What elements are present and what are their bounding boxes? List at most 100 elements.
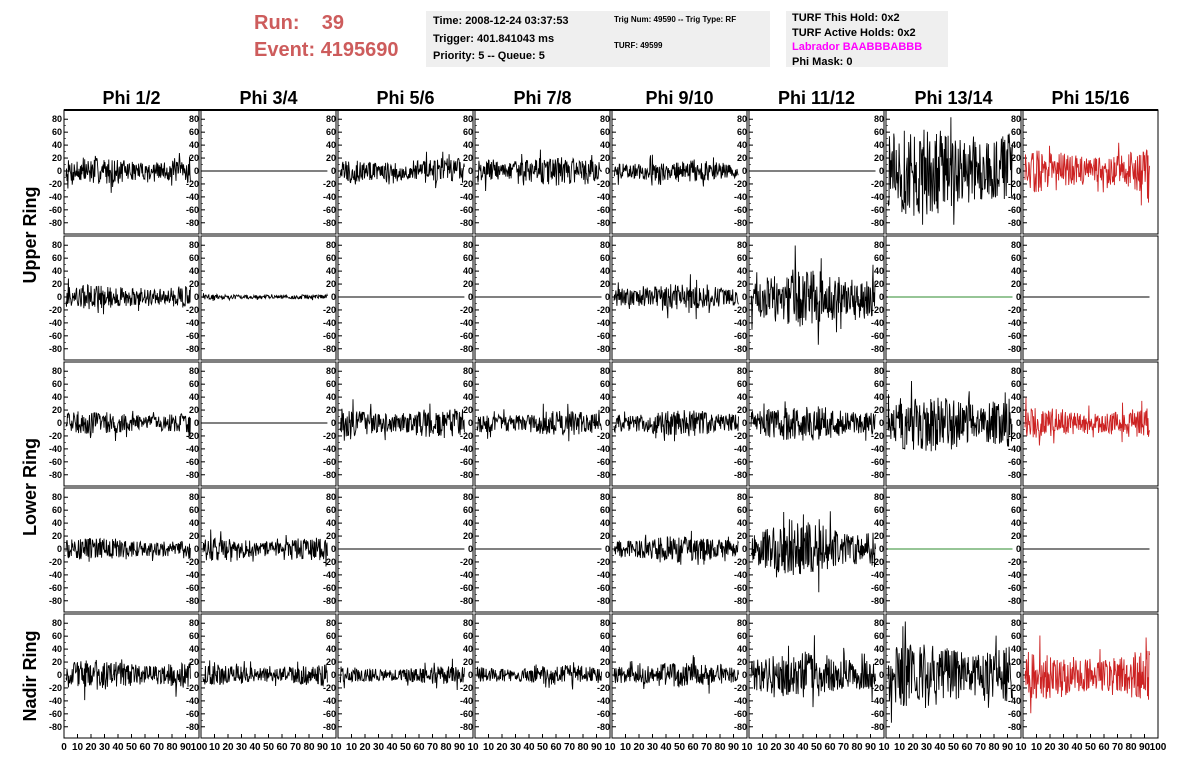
y-tick-label: -20 [597,431,610,441]
y-tick-label: 60 [463,505,473,515]
y-tick-label: -60 [186,205,199,215]
y-tick-label: -20 [1008,557,1021,567]
y-tick-label: -60 [186,709,199,719]
y-tick-label: -80 [460,596,473,606]
waveform-panel-frame [474,487,611,613]
x-tick-label: 60 [687,742,699,753]
y-tick-label: 40 [600,140,610,150]
waveform-panel-frame [337,235,474,361]
waveform-panel-frame [337,361,474,487]
y-tick-label: -60 [734,331,747,341]
x-tick-label: 50 [537,742,549,753]
y-tick-label: -20 [186,431,199,441]
y-tick-label: 20 [600,279,610,289]
y-tick-label: 20 [52,279,62,289]
x-tick-label: 10 [1015,742,1027,753]
time-text: Time: 2008-12-24 03:37:53 [433,15,569,27]
y-tick-label: 0 [742,292,747,302]
y-tick-label: 60 [874,253,884,263]
y-tick-label: -80 [323,722,336,732]
x-tick-label: 80 [166,742,178,753]
phi-column-title: Phi 3/4 [239,88,297,108]
y-tick-label: -80 [460,470,473,480]
y-tick-label: 80 [600,366,610,376]
y-tick-label: 0 [879,166,884,176]
y-tick-label: 80 [600,114,610,124]
y-tick-label: -40 [49,318,62,328]
x-tick-label: 10 [757,742,769,753]
waveform-trace [65,410,191,442]
x-tick-label: 20 [907,742,919,753]
y-tick-label: 80 [737,114,747,124]
trig-num-text: Trig Num: 49590 -- Trig Type: RF [614,15,737,24]
y-tick-label: 60 [189,505,199,515]
y-tick-label: 60 [1011,127,1021,137]
x-tick-label: 70 [838,742,850,753]
y-tick-label: -40 [734,696,747,706]
y-tick-label: 40 [52,392,62,402]
y-tick-label: -20 [49,305,62,315]
y-tick-label: -80 [1008,470,1021,480]
y-tick-label: 20 [189,279,199,289]
y-tick-label: -40 [734,570,747,580]
y-tick-label: 40 [326,266,336,276]
y-tick-label: 60 [600,253,610,263]
x-tick-label: 70 [1112,742,1124,753]
waveform-trace [613,274,739,320]
y-tick-label: -40 [186,192,199,202]
y-tick-label: 0 [742,418,747,428]
x-tick-label: 60 [824,742,836,753]
x-tick-label: 40 [934,742,946,753]
y-tick-label: 80 [737,492,747,502]
y-tick-label: -40 [871,444,884,454]
y-tick-label: -40 [734,444,747,454]
y-tick-label: 80 [326,114,336,124]
x-tick-label: 30 [373,742,385,753]
y-tick-label: 40 [189,644,199,654]
x-tick-label: 80 [714,742,726,753]
y-tick-label: 60 [463,631,473,641]
waveform-panel-frame [1022,361,1159,487]
y-tick-label: 0 [331,544,336,554]
y-tick-label: -40 [323,696,336,706]
y-tick-label: 60 [737,505,747,515]
x-tick-label: 40 [797,742,809,753]
y-tick-label: 40 [737,518,747,528]
y-tick-label: -60 [734,457,747,467]
y-tick-label: 20 [189,405,199,415]
waveform-trace [750,635,876,708]
waveform-trace [202,293,328,302]
waveform-panel-frame [200,235,337,361]
y-tick-label: 40 [189,392,199,402]
phi-column-title: Phi 5/6 [376,88,434,108]
y-tick-label: 20 [874,279,884,289]
y-tick-label: -40 [1008,696,1021,706]
y-tick-label: 60 [737,379,747,389]
y-tick-label: 20 [52,153,62,163]
y-tick-label: -40 [323,570,336,580]
y-tick-label: 40 [463,644,473,654]
y-tick-label: -40 [49,570,62,580]
x-tick-label: 90 [454,742,466,753]
waveform-panel-frame [1022,235,1159,361]
y-tick-label: 0 [1016,292,1021,302]
x-tick-label: 60 [276,742,288,753]
y-tick-label: 60 [600,505,610,515]
y-tick-label: -80 [1008,722,1021,732]
y-tick-label: -60 [597,331,610,341]
y-tick-label: -20 [186,683,199,693]
x-tick-label: 50 [948,742,960,753]
y-tick-label: 0 [742,166,747,176]
x-tick-label: 10 [741,742,753,753]
y-tick-label: -20 [49,557,62,567]
y-tick-label: 60 [326,127,336,137]
y-tick-label: 60 [463,379,473,389]
y-tick-label: -80 [49,722,62,732]
y-tick-label: 20 [874,153,884,163]
y-tick-label: -20 [597,557,610,567]
waveform-panel-frame [200,487,337,613]
y-tick-label: -40 [323,192,336,202]
y-tick-label: 80 [52,492,62,502]
y-tick-label: 80 [874,240,884,250]
y-tick-label: 80 [189,366,199,376]
